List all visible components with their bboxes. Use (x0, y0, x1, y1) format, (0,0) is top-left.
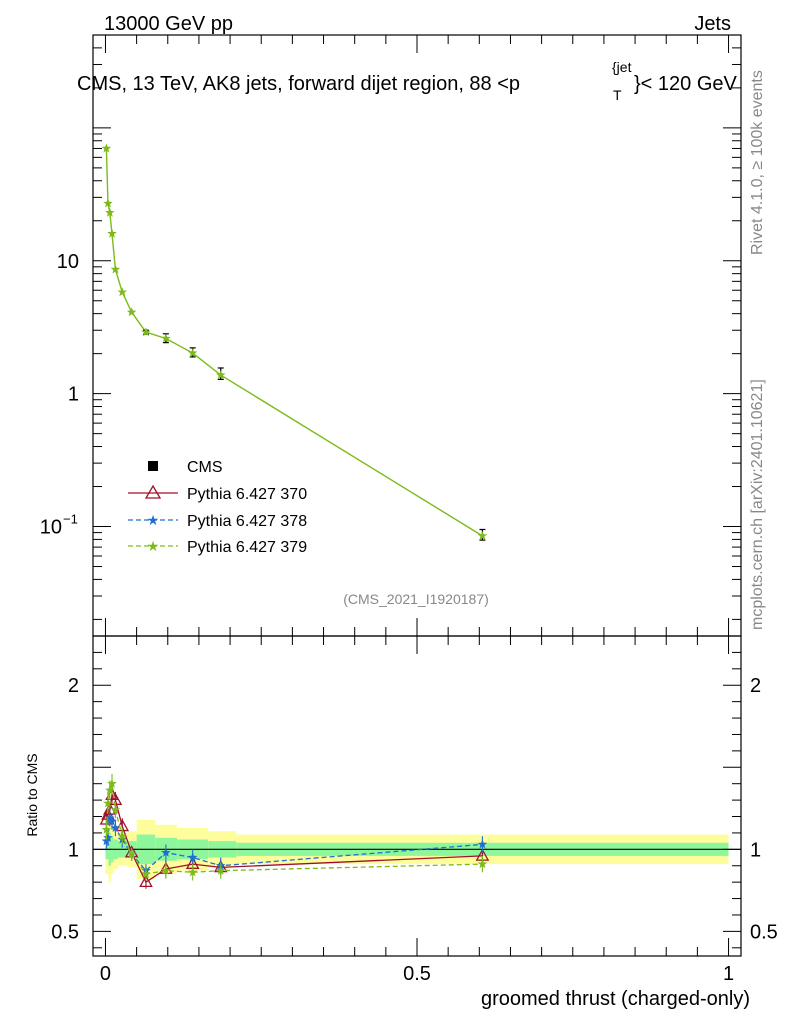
main-379-point (477, 530, 488, 540)
main-series (101, 143, 488, 541)
legend-cms-marker (148, 461, 158, 471)
main-379-point (101, 143, 112, 153)
ratio-y-tick-label: 0.5 (51, 921, 79, 943)
rivet-label: Rivet 4.1.0, ≥ 100k events (749, 70, 766, 255)
legend: CMS Pythia 6.427 370 ★ Pythia 6.427 378 … (128, 459, 307, 556)
legend-370-marker (144, 484, 162, 499)
main-379-point (141, 327, 151, 337)
title-sup: {jet (612, 59, 632, 75)
x-axis-label: groomed thrust (charged-only) (481, 988, 750, 1010)
x-tick-label: 1 (723, 963, 734, 985)
ratio-379-point (110, 804, 121, 814)
y-tick-label: 10 (40, 517, 62, 539)
ratio-379-point (105, 785, 115, 795)
ratio-379-point (187, 867, 198, 877)
ratio-379-point (126, 849, 137, 859)
ratio-plot-frame (92, 635, 742, 957)
main-379-point (103, 198, 113, 208)
ratio-y-tick-label: 2 (68, 675, 79, 697)
main-379-point (117, 287, 127, 297)
ratio-370-point (139, 874, 153, 888)
ratio-379-point (101, 824, 112, 834)
ratio-y-tick-label-right: 2 (750, 675, 761, 697)
main-379-point (126, 307, 137, 317)
y-tick-label: 1 (68, 384, 79, 406)
ratio-y-tick-label: 1 (68, 839, 79, 861)
ratio-y-tick-label-right: 1 (750, 839, 761, 861)
main-379-point (187, 348, 198, 358)
ratio-378-point (477, 839, 488, 849)
ratio-378-point (110, 823, 121, 832)
legend-378-marker: ★ (147, 512, 160, 528)
title-sub: T (613, 87, 622, 103)
ratio-379-point (141, 868, 151, 878)
plot-title: CMS, 13 TeV, AK8 jets, forward dijet reg… (77, 59, 738, 103)
ratio-y-axis-label: Ratio to CMS (24, 753, 40, 836)
main-379-line (105, 148, 483, 537)
main-379-point (161, 333, 171, 343)
title-main: CMS, 13 TeV, AK8 jets, forward dijet reg… (77, 73, 520, 95)
legend-370-label: Pythia 6.427 370 (187, 486, 307, 503)
ratio-379-point (477, 859, 488, 869)
title-end: }< 120 GeV (634, 73, 738, 95)
legend-379-marker: ★ (147, 538, 160, 554)
y-tick-label-exponent: −1 (63, 512, 78, 527)
x-tick-label: 0.5 (403, 963, 431, 985)
ratio-378-point (105, 813, 115, 823)
main-379-point (216, 370, 226, 380)
ratio-379-point (117, 831, 127, 841)
legend-378-label: Pythia 6.427 378 (187, 513, 307, 530)
main-379-point (110, 264, 121, 274)
analysis-watermark: (CMS_2021_I1920187) (343, 591, 489, 607)
header-right: Jets (694, 13, 731, 35)
ratio-378-point (107, 816, 117, 826)
ratio-378-point (161, 847, 171, 857)
ratio-series (99, 773, 490, 889)
legend-379-label: Pythia 6.427 379 (187, 539, 307, 556)
mcplots-label: mcplots.cern.ch [arXiv:2401.10621] (749, 379, 766, 630)
main-379-point (107, 228, 117, 238)
y-tick-label: 10 (57, 251, 79, 273)
ratio-379-line (105, 783, 483, 875)
ratio-379-point (216, 865, 226, 875)
x-tick-label: 0 (100, 963, 111, 985)
main-379-point (105, 207, 115, 217)
ratio-378-point (103, 832, 113, 842)
ratio-379-point (107, 778, 117, 788)
ratio-y-tick-label-right: 0.5 (750, 921, 778, 943)
ratio-379-point (161, 865, 171, 875)
ratio-378-point (187, 852, 198, 862)
ratio-379-point (103, 798, 113, 808)
header-left: 13000 GeV pp (104, 13, 233, 35)
legend-cms-label: CMS (187, 459, 223, 476)
